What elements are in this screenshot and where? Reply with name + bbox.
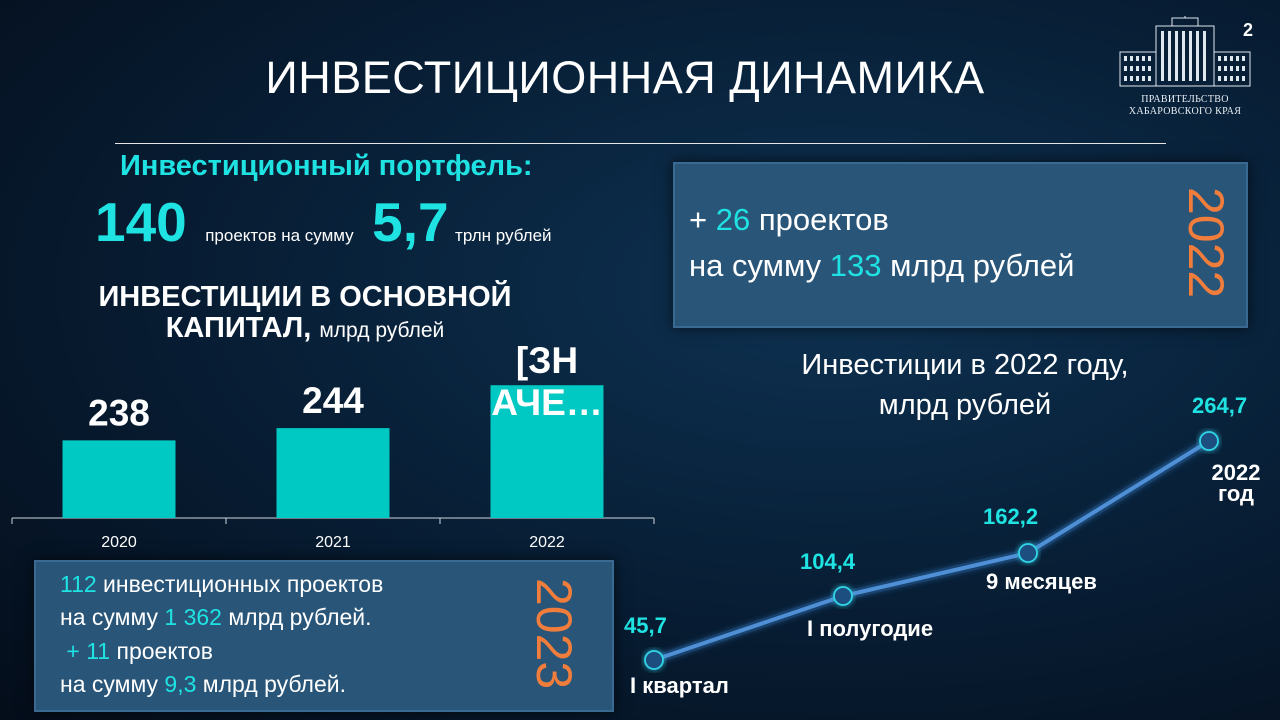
- line-category-label-part1: 2022: [1212, 460, 1261, 485]
- box-2023-extra-sum-prefix: на сумму: [60, 671, 165, 697]
- line-chart-heading: Инвестиции в 2022 году, млрд рублей: [760, 345, 1170, 425]
- box-2022-sum-unit: млрд рублей: [881, 248, 1075, 283]
- portfolio-projects-count: 140: [95, 191, 187, 253]
- bar-data-label-part1: [ЗН: [516, 340, 578, 381]
- box-2023-extra-count: 11: [86, 638, 111, 664]
- bar-category-label: 2020: [101, 534, 137, 551]
- box-2022-sum-value: 133: [829, 248, 882, 283]
- box-2023-line2: на сумму 1 362 млрд рублей.: [60, 603, 372, 631]
- bar-category-label: 2022: [529, 534, 565, 551]
- government-logo: ПРАВИТЕЛЬСТВО ХАБАРОВСКОГО КРАЯ: [1112, 16, 1258, 126]
- investment-2022-line-chart: 45,7 I квартал 104,4 I полугодие 162,2 9 меся…: [624, 393, 1261, 698]
- bar-2020: [62, 440, 176, 518]
- bar-data-label-part2: АЧЕ…: [491, 382, 603, 423]
- box-2023-sum-unit: млрд рублей.: [221, 604, 372, 630]
- line-data-label: 104,4: [800, 549, 856, 574]
- portfolio-sum-unit: трлн рублей: [455, 226, 552, 245]
- line-category-label-part2: год: [1218, 481, 1254, 506]
- capital-chart-unit: млрд рублей: [319, 319, 445, 342]
- title-divider: [115, 143, 1166, 144]
- bar-category-label: 2021: [315, 534, 351, 551]
- box-2023-plus: +: [60, 638, 87, 664]
- box-2023-summary: 112 инвестиционных проектов на сумму 1 3…: [34, 560, 614, 712]
- line-chart-heading-line2: млрд рублей: [878, 389, 1052, 421]
- line-category-label: 9 месяцев: [986, 569, 1097, 594]
- line-point: [1018, 543, 1038, 563]
- box-2023-extra-text: проектов: [110, 638, 213, 664]
- box-2022-sum-line: на сумму 133 млрд рублей: [689, 248, 1074, 284]
- line-chart-heading-line1: Инвестиции в 2022 году,: [801, 349, 1129, 381]
- portfolio-summary: 140 проектов на сумму 5,7 трлн рублей: [95, 190, 552, 253]
- portfolio-sum-value: 5,7: [372, 191, 449, 253]
- line-data-label: 162,2: [983, 504, 1038, 529]
- line-point: [1199, 431, 1219, 451]
- box-2022-plus: +: [689, 202, 716, 237]
- box-2023-sum-prefix: на сумму: [60, 604, 165, 630]
- bar-data-label: [ЗН АЧЕ…: [491, 340, 603, 423]
- box-2022-sum-prefix: на сумму: [689, 248, 830, 283]
- bar-2021: [276, 428, 390, 518]
- line-data-label: 45,7: [624, 613, 667, 638]
- box-2022-projects-count: 26: [715, 202, 751, 237]
- box-2023-line1: 112 инвестиционных проектов: [60, 570, 383, 598]
- line-data-label: 264,7: [1192, 393, 1247, 418]
- line-point: [833, 586, 853, 606]
- box-2023-projects-count: 112: [60, 571, 97, 597]
- box-2023-extra-sum-unit: млрд рублей.: [196, 671, 346, 697]
- box-2022-projects-line: + 26 проектов: [689, 202, 889, 238]
- box-2022-summary: + 26 проектов на сумму 133 млрд рублей 2…: [673, 162, 1248, 328]
- government-building-icon: [1119, 16, 1251, 87]
- line-point: [644, 650, 664, 670]
- logo-text-line1: ПРАВИТЕЛЬСТВО: [1141, 94, 1229, 105]
- box-2023-year-label: 2023: [526, 578, 582, 690]
- portfolio-heading: Инвестиционный портфель:: [120, 150, 533, 182]
- box-2022-year-label: 2022: [1178, 187, 1234, 299]
- box-2023-sum-value: 1 362: [164, 604, 222, 630]
- portfolio-projects-text: проектов на сумму: [205, 226, 354, 245]
- bar-2022: [490, 385, 604, 518]
- box-2023-projects-text: инвестиционных проектов: [96, 571, 384, 597]
- box-2023-extra-sum-value: 9,3: [164, 671, 197, 697]
- bar-data-label: 244: [302, 380, 364, 421]
- line-category-label: I полугодие: [807, 616, 933, 641]
- capital-investment-bar-chart: 2020 238 2021 244 2022 [ЗН АЧЕ…: [11, 340, 655, 551]
- line-series: [652, 439, 1211, 662]
- box-2023-line3: + 11 проектов: [60, 637, 213, 665]
- capital-chart-heading: ИНВЕСТИЦИИ В ОСНОВНОЙ КАПИТАЛ, млрд рубл…: [40, 282, 570, 346]
- logo-text-line2: ХАБАРОВСКОГО КРАЯ: [1128, 106, 1242, 117]
- page-number: 2: [1243, 20, 1254, 40]
- box-2023-line4: на сумму 9,3 млрд рублей.: [60, 670, 346, 698]
- page-title: ИНВЕСТИЦИОННАЯ ДИНАМИКА: [265, 52, 985, 103]
- bar-data-label: 238: [88, 392, 150, 433]
- box-2022-projects-text: проектов: [750, 202, 889, 237]
- capital-chart-title: ИНВЕСТИЦИИ В ОСНОВНОЙ КАПИТАЛ,: [98, 281, 512, 344]
- line-category-label: I квартал: [630, 673, 729, 698]
